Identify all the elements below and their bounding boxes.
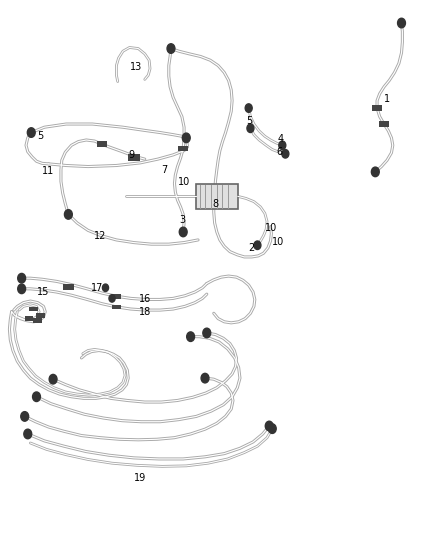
Circle shape [64,209,72,219]
Circle shape [254,241,261,249]
Circle shape [247,124,254,133]
Text: 1: 1 [384,94,390,104]
Bar [36,313,45,318]
Circle shape [32,392,40,401]
Text: 11: 11 [42,166,54,176]
Circle shape [182,133,190,143]
Bar [63,284,74,289]
Text: 3: 3 [179,215,185,225]
Bar [196,183,238,209]
Text: 13: 13 [130,62,142,72]
Circle shape [203,328,211,338]
Bar [379,121,389,127]
Text: 8: 8 [212,199,219,209]
Circle shape [24,429,32,439]
Circle shape [167,44,175,53]
Circle shape [371,167,379,176]
Text: 5: 5 [37,131,43,141]
Text: 9: 9 [129,150,135,160]
Circle shape [179,227,187,237]
Text: 10: 10 [265,223,278,233]
Circle shape [282,150,289,158]
Circle shape [279,141,286,150]
Circle shape [49,374,57,384]
Circle shape [268,424,276,433]
Bar [97,141,107,147]
Circle shape [109,295,115,302]
Text: 12: 12 [94,231,106,241]
Text: 16: 16 [139,294,151,304]
Circle shape [18,284,25,294]
Bar [33,318,42,323]
Text: 10: 10 [178,177,190,187]
Text: 7: 7 [161,165,168,175]
Text: 6: 6 [276,147,283,157]
Text: 19: 19 [134,473,147,483]
Circle shape [187,332,194,342]
Text: 5: 5 [247,116,253,126]
Circle shape [245,104,252,112]
Bar [128,155,140,160]
Circle shape [27,128,35,138]
Circle shape [18,273,25,283]
Text: 17: 17 [92,283,104,293]
Text: 4: 4 [277,134,283,144]
Bar [178,146,188,151]
Bar [25,316,33,321]
Text: 15: 15 [37,287,49,297]
Circle shape [102,284,109,292]
Bar [112,304,121,309]
Text: 2: 2 [249,243,255,253]
Text: 18: 18 [139,306,151,317]
Circle shape [398,18,406,28]
Bar [372,105,382,111]
Circle shape [21,411,28,421]
Circle shape [265,421,273,431]
Text: 10: 10 [272,237,284,247]
Bar [29,306,38,311]
Bar [112,294,121,298]
Circle shape [201,373,209,383]
